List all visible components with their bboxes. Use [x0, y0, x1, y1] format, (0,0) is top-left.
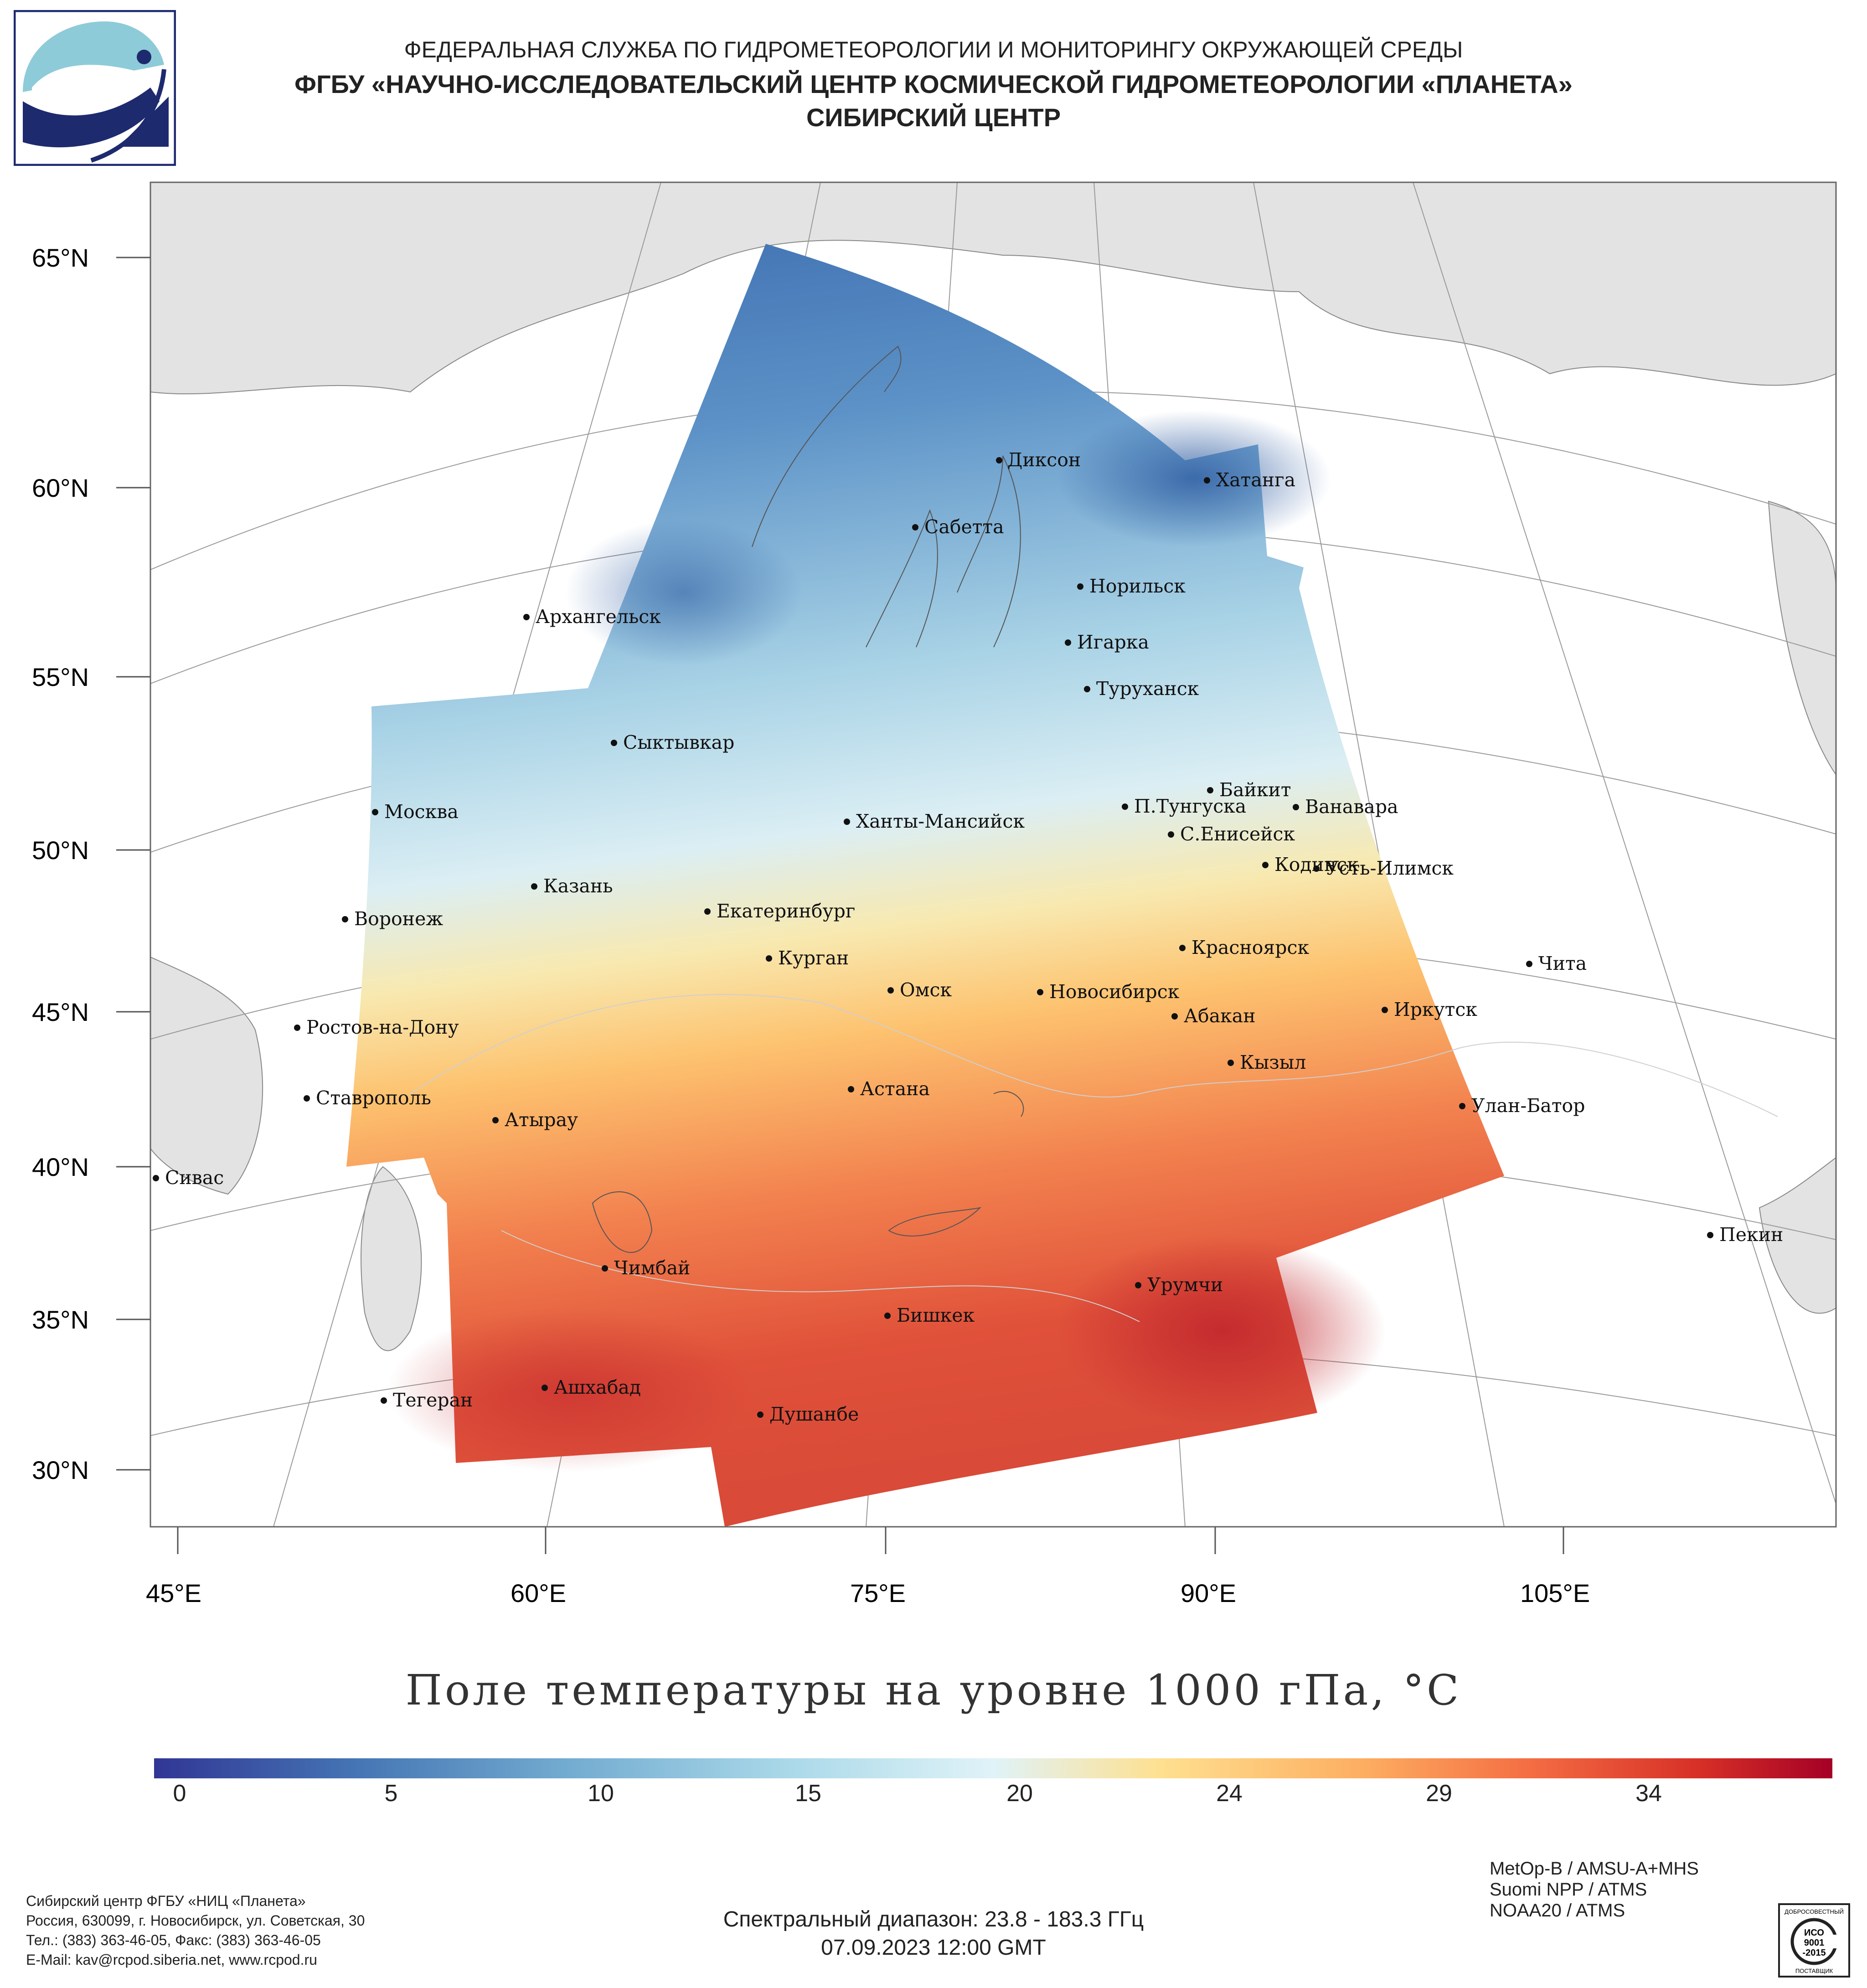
city-label: Урумчи: [1147, 1274, 1223, 1296]
city-label: Кодинск: [1274, 854, 1359, 876]
colorbar-tick: 29: [1426, 1780, 1452, 1807]
city-label: Усть-Илимск: [1325, 857, 1454, 879]
city-label: Курган: [778, 947, 849, 969]
city-label: Омск: [900, 979, 952, 1001]
city-label: Тегеран: [393, 1389, 473, 1411]
latitude-axis: 65°N 60°N 55°N 50°N 45°N 40°N 35°N 30°N: [32, 243, 150, 1484]
city-label: Кызыл: [1240, 1051, 1306, 1073]
lat-label-60: 60°N: [32, 474, 89, 502]
colorbar-tick: 15: [795, 1780, 821, 1807]
lat-label-55: 55°N: [32, 663, 89, 691]
city-label: Екатеринбург: [717, 900, 855, 922]
city-label: Ханты-Мансийск: [856, 810, 1025, 832]
satellite-list: MetOp-B / AMSU-A+MHS Suomi NPP / ATMS NO…: [1490, 1858, 1699, 1921]
city-label: Байкит: [1219, 779, 1291, 801]
city-label: Ашхабад: [554, 1376, 641, 1398]
city-label: Чимбай: [614, 1257, 690, 1279]
city-label: Воронеж: [354, 908, 443, 930]
longitude-axis: 45°E 60°E 75°E 90°E 105°E: [146, 1527, 1590, 1604]
org-line: Россия, 630099, г. Новосибирск, ул. Сове…: [26, 1912, 365, 1929]
city-label: Иркутск: [1394, 999, 1477, 1020]
colorbar-tick: 24: [1216, 1780, 1243, 1807]
satellite-item: MetOp-B / AMSU-A+MHS: [1490, 1859, 1699, 1879]
city-label: Пекин: [1719, 1224, 1783, 1246]
lon-label-60: 60°E: [511, 1579, 566, 1604]
city-label: Ставрополь: [316, 1087, 431, 1109]
org-line: E-Mail: kav@rcpod.siberia.net, www.rcpod…: [26, 1952, 317, 1968]
iso-number: 9001: [1804, 1938, 1825, 1948]
city-label: Игарка: [1077, 631, 1149, 653]
lat-label-50: 50°N: [32, 836, 89, 865]
chart-title: Поле температуры на уровне 1000 гПа, °С: [405, 1666, 1462, 1715]
lat-label-65: 65°N: [32, 243, 89, 272]
city-label: Астана: [860, 1078, 930, 1100]
colorbar-tick: 20: [1006, 1780, 1033, 1807]
city-markers: Диксон Хатанга Сабетта Норильск Архангел…: [153, 449, 1783, 1425]
city-label: П.Тунгуска: [1134, 795, 1246, 817]
spectral-range: Спектральный диапазон: 23.8 - 183.3 ГГц: [723, 1907, 1144, 1931]
org-line: Тел.: (383) 363-46-05, Факс: (383) 363-4…: [26, 1932, 321, 1948]
iso-year: -2015: [1802, 1948, 1826, 1958]
city-label: Сыктывкар: [623, 731, 734, 753]
city-label: С.Енисейск: [1180, 823, 1295, 845]
city-label: Ванавара: [1305, 796, 1398, 818]
colorbar-tick: 0: [173, 1780, 186, 1807]
city-label: Душанбе: [769, 1403, 859, 1425]
city-label: Архангельск: [536, 606, 661, 628]
spectral-info: Спектральный диапазон: 23.8 - 183.3 ГГц …: [0, 1906, 1867, 1962]
header-line-2: ФГБУ «НАУЧНО-ИССЛЕДОВАТЕЛЬСКИЙ ЦЕНТР КОС…: [294, 70, 1573, 98]
city-label: Казань: [543, 875, 613, 897]
iso-certificate-badge: ДОБРОСОВЕСТНЫЙ ИСО 9001 -2015 ПОСТАВЩИК: [1778, 1903, 1850, 1978]
lat-label-30: 30°N: [32, 1456, 89, 1484]
iso-top-text: ДОБРОСОВЕСТНЫЙ: [1784, 1908, 1844, 1915]
city-label: Бишкек: [897, 1304, 975, 1326]
city-label: Новосибирск: [1049, 981, 1180, 1003]
lon-label-45: 45°E: [146, 1579, 201, 1604]
satellite-item: Suomi NPP / ATMS: [1490, 1880, 1647, 1900]
iso-text: ИСО: [1804, 1928, 1824, 1938]
colorbar-tick: 5: [384, 1780, 398, 1807]
city-label: Диксон: [1007, 449, 1081, 471]
city-label: Хатанга: [1216, 469, 1295, 491]
city-label: Абакан: [1184, 1005, 1256, 1027]
city-label: Улан-Батор: [1471, 1095, 1585, 1117]
city-label: Атырау: [505, 1109, 578, 1131]
lat-label-40: 40°N: [32, 1153, 89, 1181]
colorbar: [154, 1758, 1832, 1778]
colorbar-tick: 34: [1635, 1780, 1662, 1807]
observation-datetime: 07.09.2023 12:00 GMT: [821, 1936, 1046, 1960]
iso-bottom-text: ПОСТАВЩИК: [1795, 1967, 1833, 1974]
city-label: Красноярск: [1191, 937, 1309, 958]
satellite-item: NOAA20 / ATMS: [1490, 1900, 1625, 1921]
organization-contacts: Сибирский центр ФГБУ «НИЦ «Планета» Росс…: [26, 1891, 365, 1970]
city-label: Сабетта: [924, 516, 1004, 538]
city-label: Сивас: [165, 1167, 224, 1189]
lon-label-90: 90°E: [1181, 1579, 1236, 1604]
header-line-1: ФЕДЕРАЛЬНАЯ СЛУЖБА ПО ГИДРОМЕТЕОРОЛОГИИ …: [404, 37, 1463, 62]
city-label: Туруханск: [1096, 678, 1199, 700]
city-label: Чита: [1538, 953, 1587, 974]
planeta-logo: [14, 10, 176, 166]
colorbar-tick: 10: [588, 1780, 614, 1807]
temperature-map: 65°N 60°N 55°N 50°N 45°N 40°N 35°N 30°N …: [32, 181, 1837, 1604]
lon-label-105: 105°E: [1520, 1579, 1590, 1604]
city-label: Ростов-на-Дону: [306, 1016, 459, 1038]
header-line-3: СИБИРСКИЙ ЦЕНТР: [806, 103, 1061, 132]
city-label: Москва: [384, 801, 459, 823]
org-line: Сибирский центр ФГБУ «НИЦ «Планета»: [26, 1893, 306, 1909]
city-label: Норильск: [1089, 575, 1186, 597]
lat-label-35: 35°N: [32, 1305, 89, 1334]
lat-label-45: 45°N: [32, 998, 89, 1026]
lon-label-75: 75°E: [850, 1579, 906, 1604]
